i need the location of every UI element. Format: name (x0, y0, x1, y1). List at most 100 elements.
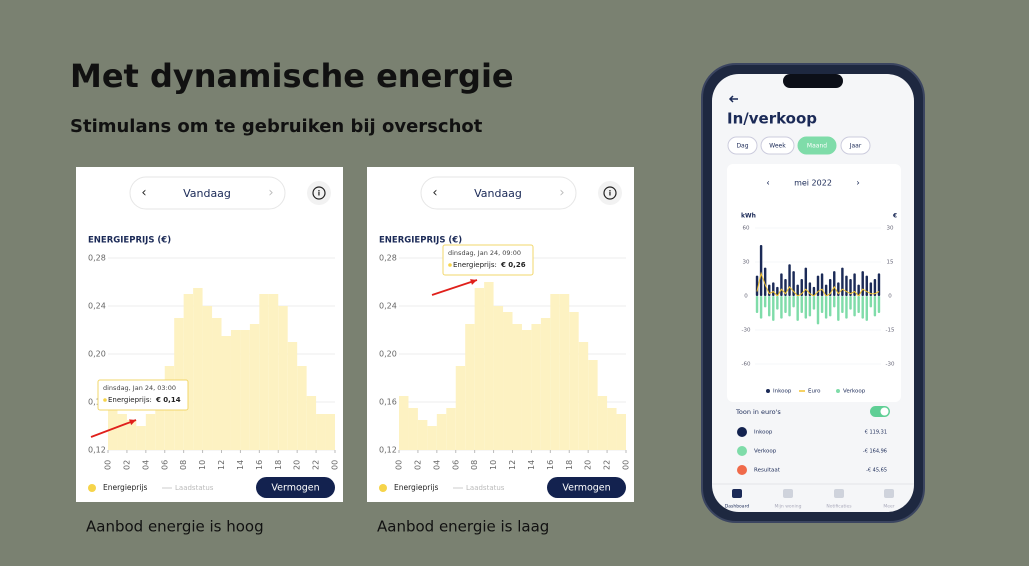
bar (221, 336, 231, 450)
legend-swatch (88, 484, 96, 492)
bar (268, 294, 279, 450)
tab[interactable] (760, 136, 795, 155)
y-tick-label: 0,12 (88, 446, 106, 455)
x-tick-label: 06 (451, 460, 460, 470)
date-nav[interactable] (129, 176, 286, 210)
bar (784, 296, 787, 313)
phone: In/verkoop ‹ › mei 2022 kWh € Toon in eu… (701, 63, 925, 523)
y-axis-label: ENERGIEPRIJS (€) (379, 236, 462, 246)
legend-label: Inkoop (773, 389, 792, 395)
caption: Aanbod energie is laag (377, 518, 549, 536)
bar (857, 296, 860, 313)
button[interactable] (256, 477, 335, 498)
button-label: Vermogen (271, 483, 319, 494)
x-tick-label: 20 (584, 460, 593, 470)
bar (759, 296, 763, 319)
x-tick-label: 00 (104, 460, 113, 470)
nav-icon[interactable] (884, 489, 894, 498)
slide-title: Met dynamische energie (70, 57, 514, 95)
info-icon[interactable] (598, 181, 622, 205)
legend-label: Energieprijs (103, 483, 148, 492)
bar (820, 296, 824, 313)
tooltip-value: € 0,14 (155, 396, 181, 404)
red-arrow (90, 419, 137, 438)
nav-label: Dashboard (725, 504, 750, 510)
tooltip-label: Energieprijs: (453, 261, 497, 269)
y-axis-label: ENERGIEPRIJS (€) (88, 236, 171, 246)
bar (755, 296, 759, 313)
date-nav[interactable] (420, 176, 577, 210)
info-ring (603, 186, 617, 200)
y-tick-label: 0,24 (379, 302, 397, 311)
bar (845, 296, 848, 319)
bar (845, 275, 848, 296)
bar (792, 271, 795, 296)
tab[interactable] (840, 136, 871, 155)
tooltip-date: dinsdag, Jan 24, 09:00 (448, 249, 521, 257)
tab[interactable] (797, 136, 837, 155)
bar (287, 342, 298, 450)
bar (841, 267, 844, 296)
prev-icon[interactable]: ‹ (432, 186, 437, 201)
red-arrow-head (129, 419, 136, 426)
nav-icon[interactable] (732, 489, 742, 498)
row-value: € 119,31 (865, 430, 887, 436)
y2-axis-label: € (892, 213, 897, 220)
bar (780, 296, 783, 319)
x-tick-label: 02 (122, 460, 131, 470)
tab-label: Week (769, 143, 786, 150)
nav-icon[interactable] (783, 489, 793, 498)
x-tick-label: 08 (470, 460, 479, 470)
x-tick-label: 18 (565, 460, 574, 470)
nav-label: Mijn woning (775, 504, 802, 510)
y-tick-label: 60 (743, 226, 750, 232)
bar (833, 271, 836, 296)
bar (493, 306, 504, 450)
back-icon[interactable] (728, 95, 738, 103)
bar (812, 296, 816, 310)
bar (776, 286, 779, 296)
bar (325, 414, 335, 450)
period-label: mei 2022 (794, 179, 832, 188)
button[interactable] (547, 477, 626, 498)
next-icon[interactable]: › (856, 179, 860, 189)
bar (865, 275, 868, 296)
next-icon[interactable]: › (559, 186, 564, 201)
bar (857, 284, 860, 296)
bar (788, 296, 791, 317)
next-icon[interactable]: › (268, 186, 273, 201)
prev-icon[interactable]: ‹ (766, 179, 770, 189)
chart-card (727, 164, 901, 402)
bar (306, 396, 317, 450)
prev-icon[interactable]: ‹ (141, 186, 146, 201)
bar (869, 296, 873, 308)
y2-tick-label: -15 (886, 328, 895, 334)
phone-title: In/verkoop (727, 110, 817, 128)
bar (861, 271, 864, 296)
bar (427, 426, 437, 450)
bar (800, 279, 803, 296)
bar (837, 296, 840, 321)
x-tick-label: 12 (508, 460, 517, 470)
legend-label: Energieprijs (394, 483, 439, 492)
bar (841, 296, 844, 313)
bar (816, 296, 820, 325)
legend-swatch (836, 389, 840, 393)
bar (772, 296, 775, 321)
x-tick-label: 14 (236, 460, 245, 470)
chart-panel: ‹ › Vandaag i ENERGIEPRIJS (€) 0,12 0,16 0,20 0,… (76, 167, 343, 502)
bar (193, 288, 203, 450)
bar (399, 396, 409, 450)
info-icon[interactable] (307, 181, 331, 205)
x-tick-label: 16 (546, 460, 555, 470)
bar (877, 296, 881, 313)
legend-label: Laadstatus (175, 484, 214, 492)
tab[interactable] (727, 136, 758, 155)
bar (503, 312, 513, 450)
bar (597, 396, 608, 450)
tooltip-date: dinsdag, Jan 24, 03:00 (103, 384, 176, 392)
y-tick-label: 0,12 (379, 446, 397, 455)
x-tick-label: 06 (160, 460, 169, 470)
nav-icon[interactable] (834, 489, 844, 498)
